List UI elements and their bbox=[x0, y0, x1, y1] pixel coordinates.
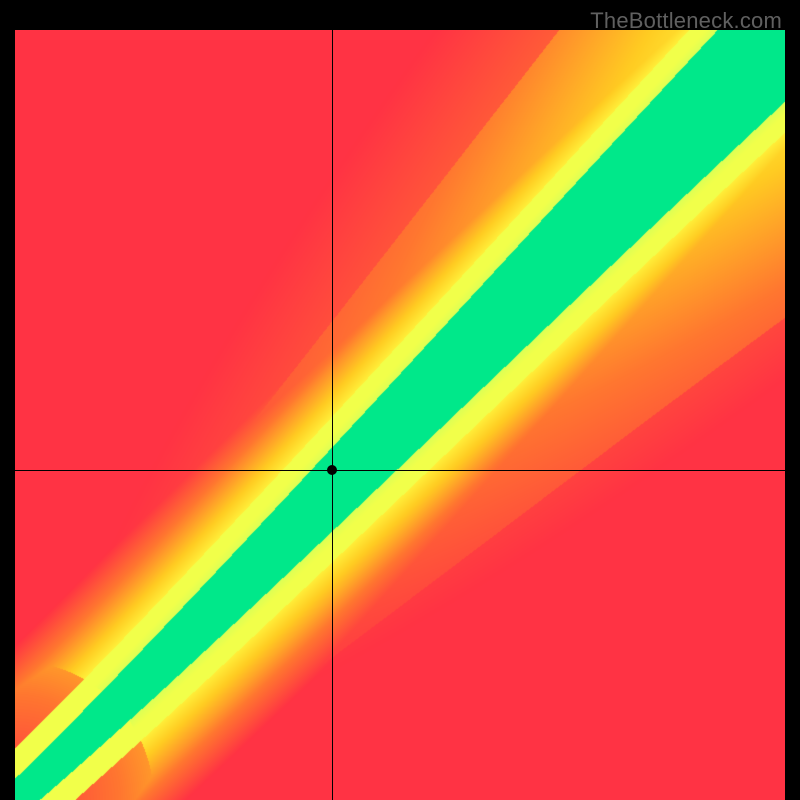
heatmap-canvas bbox=[15, 30, 785, 800]
crosshair-vertical bbox=[332, 30, 333, 800]
crosshair-marker bbox=[327, 465, 337, 475]
chart-frame bbox=[15, 30, 785, 800]
crosshair-horizontal bbox=[15, 470, 785, 471]
watermark-text: TheBottleneck.com bbox=[590, 8, 782, 34]
